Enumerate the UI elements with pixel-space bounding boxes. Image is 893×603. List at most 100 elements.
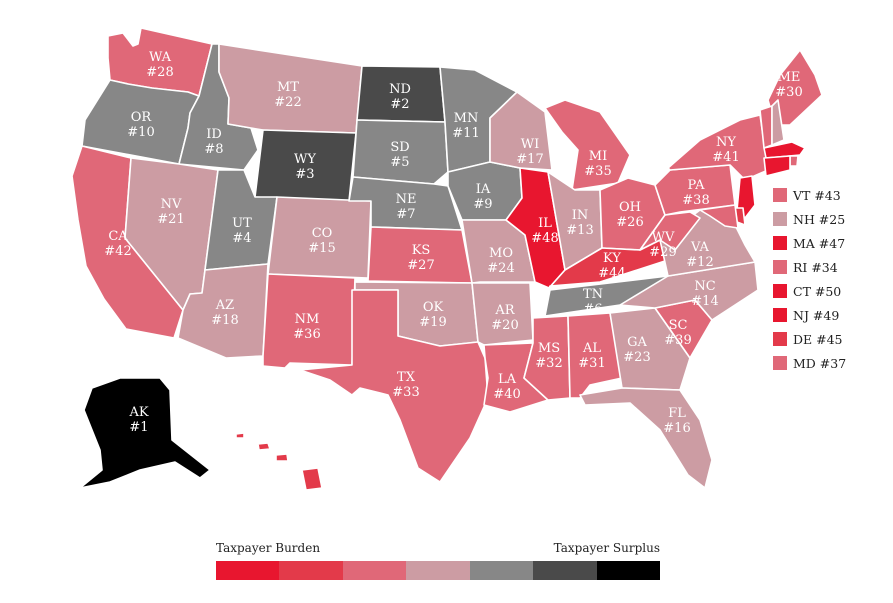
state-rank-wy: #3	[295, 167, 314, 182]
legend-swatch	[773, 188, 787, 202]
state-rank-me: #30	[775, 85, 802, 100]
state-rank-az: #18	[211, 313, 238, 328]
state-rank-sc: #39	[664, 333, 691, 348]
state-rank-nd: #2	[390, 97, 409, 112]
state-wi	[489, 91, 553, 171]
state-rank-ca: #42	[104, 244, 131, 259]
state-rank-pa: #38	[682, 193, 709, 208]
state-ar	[471, 282, 534, 346]
legend-label: VT #43	[793, 187, 841, 203]
state-label-in: IN	[572, 208, 589, 223]
legend-item-nh: NH #25	[773, 207, 888, 231]
legend-item-vt: VT #43	[773, 183, 888, 207]
state-rank-wi: #17	[516, 152, 543, 167]
state-label-tx: TX	[397, 370, 416, 385]
state-label-ok: OK	[423, 300, 444, 315]
state-label-il: IL	[538, 216, 552, 231]
state-rank-wv: #29	[649, 245, 676, 260]
state-rank-wa: #28	[146, 65, 173, 80]
state-rank-il: #48	[531, 231, 558, 246]
state-label-ca: CA	[108, 229, 128, 244]
state-label-co: CO	[312, 226, 333, 241]
state-label-ne: NE	[396, 192, 417, 207]
state-label-nc: NC	[694, 279, 715, 294]
state-rank-nc: #14	[691, 294, 718, 309]
state-label-pa: PA	[688, 178, 706, 193]
state-label-wi: WI	[521, 137, 540, 152]
state-rank-in: #13	[566, 223, 593, 238]
legend-swatch	[773, 356, 787, 370]
legend-swatch	[773, 308, 787, 322]
state-label-nd: ND	[389, 82, 411, 97]
state-label-ak: AK	[128, 405, 148, 420]
scale-segment	[533, 561, 597, 580]
state-label-me: ME	[778, 70, 801, 85]
state-nh	[771, 99, 785, 146]
state-label-ga: GA	[627, 335, 647, 350]
legend-label: DE #45	[793, 331, 843, 347]
scale-segment	[406, 561, 470, 580]
state-rank-fl: #16	[663, 421, 690, 436]
state-label-al: AL	[582, 341, 601, 356]
legend-swatch	[773, 332, 787, 346]
legend-swatch	[773, 212, 787, 226]
state-rank-la: #40	[493, 387, 520, 402]
state-label-ar: AR	[494, 303, 515, 318]
state-rank-ut: #4	[232, 231, 251, 246]
legend-label: NJ #49	[793, 307, 840, 323]
legend-item-ct: CT #50	[773, 279, 888, 303]
state-label-id: ID	[206, 127, 222, 142]
state-rank-ky: #44	[598, 266, 625, 281]
state-label-va: VA	[690, 240, 710, 255]
state-label-oh: OH	[619, 200, 641, 215]
state-rank-ga: #23	[623, 350, 650, 365]
state-fl	[579, 387, 713, 489]
state-sd	[352, 119, 449, 185]
state-label-la: LA	[498, 372, 517, 387]
legend-item-md: MD #37	[773, 351, 888, 375]
state-rank-oh: #26	[616, 215, 643, 230]
legend-label: NH #25	[793, 211, 846, 227]
legend-label: RI #34	[793, 259, 838, 275]
state-rank-ak: #1	[129, 420, 148, 435]
legend-item-ma: MA #47	[773, 231, 888, 255]
state-ma	[763, 141, 806, 159]
state-md	[699, 204, 739, 229]
state-hi	[235, 432, 323, 491]
state-ri	[789, 155, 799, 167]
state-ak	[79, 377, 211, 489]
legend-label: CT #50	[793, 283, 842, 299]
scale-segment	[216, 561, 280, 580]
legend-swatch	[773, 284, 787, 298]
scale-segment	[596, 561, 660, 580]
legend-label: MA #47	[793, 235, 846, 251]
legend-item-nj: NJ #49	[773, 303, 888, 327]
state-label-hi: HI	[276, 465, 292, 480]
state-rank-al: #31	[578, 356, 605, 371]
scale-right-label: Taxpayer Surplus	[553, 541, 660, 555]
state-rank-nm: #36	[293, 327, 320, 342]
state-label-nv: NV	[161, 197, 182, 212]
state-rank-ms: #32	[535, 356, 562, 371]
scale-segment	[279, 561, 343, 580]
state-rank-sd: #5	[390, 155, 409, 170]
state-rank-ok: #19	[419, 315, 446, 330]
state-ga	[609, 307, 691, 391]
state-label-or: OR	[131, 110, 153, 125]
legend-label: MD #37	[793, 355, 847, 371]
scale-segment	[342, 561, 407, 580]
state-label-mn: MN	[454, 111, 479, 126]
scale-left-label: Taxpayer Burden	[216, 541, 321, 555]
state-rank-or: #10	[127, 125, 154, 140]
state-rank-id: #8	[204, 142, 223, 157]
state-rank-ia: #9	[473, 197, 492, 212]
legend-swatch	[773, 260, 787, 274]
state-label-mt: MT	[277, 80, 299, 95]
legend-item-ri: RI #34	[773, 255, 888, 279]
state-label-az: AZ	[215, 298, 234, 313]
small-states-legend: VT #43 NH #25 MA #47 RI #34 CT #50 NJ #4…	[773, 183, 888, 375]
state-label-wy: WY	[294, 152, 316, 167]
state-label-sc: SC	[669, 318, 688, 333]
state-rank-nv: #21	[157, 212, 184, 227]
